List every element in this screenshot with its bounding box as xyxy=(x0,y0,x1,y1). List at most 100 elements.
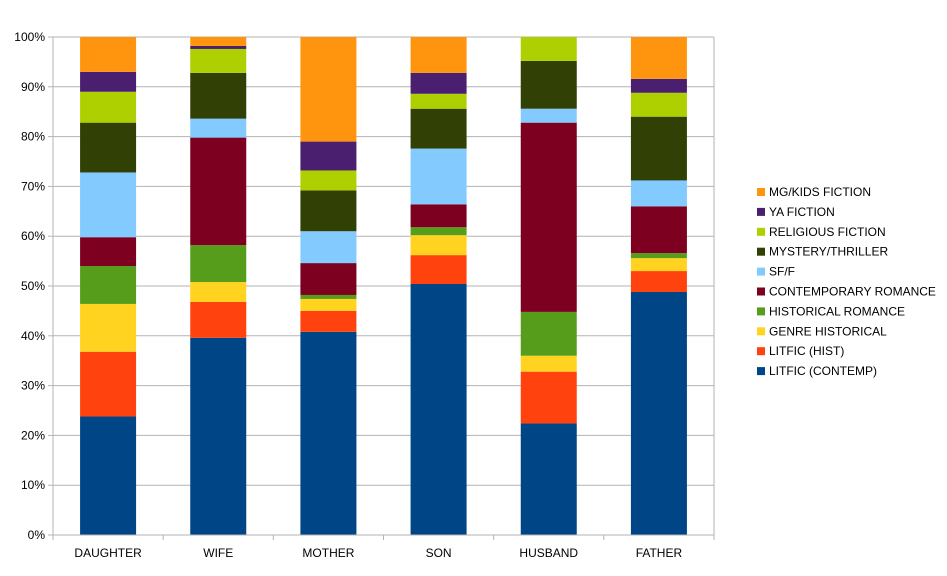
bar-segment-son-5 xyxy=(410,148,467,205)
legend-swatch xyxy=(757,347,765,356)
bar-segment-father-3 xyxy=(630,253,687,259)
bar-segment-husband-1 xyxy=(520,371,577,424)
bar-segment-mother-7 xyxy=(300,170,357,191)
bar-segment-mother-0 xyxy=(300,331,357,535)
bar-segment-son-0 xyxy=(410,284,467,535)
bar-segment-son-9 xyxy=(410,37,467,73)
bar-segment-wife-8 xyxy=(190,45,247,49)
legend-swatch xyxy=(757,307,765,316)
bar-segment-mother-5 xyxy=(300,231,357,264)
legend-swatch xyxy=(757,188,765,196)
bar-segment-husband-0 xyxy=(520,423,577,535)
y-tick-label: 80% xyxy=(21,130,45,144)
legend-label: MYSTERY/THRILLER xyxy=(769,245,888,259)
y-tick-label: 10% xyxy=(21,478,45,492)
bar-segment-husband-6 xyxy=(520,60,577,109)
bar-segment-daughter-5 xyxy=(80,172,137,238)
y-tick-label: 0% xyxy=(28,528,46,542)
legend-label: MG/KIDS FICTION xyxy=(769,185,871,199)
bar-stacks xyxy=(80,37,687,535)
bar-segment-father-9 xyxy=(630,37,687,79)
bar-segment-father-6 xyxy=(630,116,687,181)
bar-segment-mother-6 xyxy=(300,190,357,232)
bar-segment-son-1 xyxy=(410,255,467,285)
bar-segment-mother-4 xyxy=(300,263,357,295)
legend-label: CONTEMPORARY ROMANCE xyxy=(769,285,936,299)
bar-segment-mother-3 xyxy=(300,294,357,299)
bar-segment-wife-4 xyxy=(190,137,247,246)
bar-segment-father-8 xyxy=(630,78,687,93)
legend-swatch xyxy=(757,327,765,336)
bar-segment-husband-5 xyxy=(520,108,577,123)
x-tick-label: WIFE xyxy=(203,546,233,560)
legend-label: HISTORICAL ROMANCE xyxy=(769,304,905,318)
bar-segment-father-1 xyxy=(630,271,687,292)
bar-segment-son-4 xyxy=(410,204,467,228)
bar-segment-husband-3 xyxy=(520,311,577,356)
bar-segment-daughter-3 xyxy=(80,266,137,304)
legend-swatch xyxy=(757,287,765,296)
bar-segment-son-3 xyxy=(410,227,467,236)
bar-segment-wife-2 xyxy=(190,282,247,302)
bar-segment-wife-0 xyxy=(190,337,247,535)
bar-segment-daughter-8 xyxy=(80,71,137,92)
bar-segment-mother-1 xyxy=(300,310,357,332)
bar-segment-daughter-2 xyxy=(80,303,137,352)
bar-segment-son-8 xyxy=(410,72,467,94)
bar-segment-father-5 xyxy=(630,180,687,207)
x-axis: DAUGHTER WIFE MOTHER SON HUSBAND FATHER xyxy=(52,534,715,560)
bar-segment-wife-3 xyxy=(190,245,247,283)
bar-segment-wife-7 xyxy=(190,48,247,73)
legend-swatch xyxy=(757,267,765,276)
bar-segment-son-7 xyxy=(410,93,467,109)
bar-segment-daughter-1 xyxy=(80,351,137,417)
bar-segment-wife-9 xyxy=(190,37,247,46)
y-tick-label: 70% xyxy=(21,179,45,193)
bar-segment-mother-8 xyxy=(300,141,357,171)
bar-segment-daughter-9 xyxy=(80,37,137,72)
bar-segment-wife-1 xyxy=(190,301,247,338)
bar-segment-son-6 xyxy=(410,108,467,149)
bar-segment-husband-4 xyxy=(520,122,577,312)
x-tick-label: SON xyxy=(426,546,452,560)
x-tick-label: FATHER xyxy=(636,546,683,560)
bar-segment-son-2 xyxy=(410,235,467,256)
y-tick-label: 20% xyxy=(21,428,45,442)
legend-label: SF/F xyxy=(769,265,795,279)
bar-segment-father-0 xyxy=(630,291,687,535)
legend-swatch xyxy=(757,367,765,376)
legend-swatch xyxy=(757,227,765,236)
bar-segment-daughter-4 xyxy=(80,237,137,267)
y-axis: 0% 10% 20% 30% 40% 50% 60% 70% 80% 90% 100% xyxy=(14,30,54,542)
bar-segment-daughter-7 xyxy=(80,91,137,123)
bar-segment-husband-2 xyxy=(520,355,577,372)
y-tick-label: 100% xyxy=(14,30,45,44)
legend: MG/KIDS FICTION YA FICTION RELIGIOUS FICTI… xyxy=(757,185,936,378)
y-tick-label: 40% xyxy=(21,329,45,343)
legend-label: LITFIC (CONTEMP) xyxy=(769,364,877,378)
y-tick-label: 50% xyxy=(21,279,45,293)
y-tick-label: 60% xyxy=(21,229,45,243)
legend-swatch xyxy=(757,247,765,256)
y-tick-label: 30% xyxy=(21,379,45,393)
legend-label: LITFIC (HIST) xyxy=(769,344,844,358)
legend-swatch xyxy=(757,207,765,216)
bar-segment-wife-5 xyxy=(190,118,247,138)
y-tick-label: 90% xyxy=(21,80,45,94)
x-tick-label: HUSBAND xyxy=(519,546,578,560)
bar-segment-father-2 xyxy=(630,258,687,272)
bar-segment-wife-6 xyxy=(190,72,247,119)
bar-segment-father-7 xyxy=(630,92,687,117)
x-tick-label: DAUGHTER xyxy=(74,546,142,560)
gridlines xyxy=(53,36,715,536)
legend-label: RELIGIOUS FICTION xyxy=(769,225,886,239)
x-tick-label: MOTHER xyxy=(302,546,354,560)
bar-segment-father-4 xyxy=(630,206,687,254)
legend-label: YA FICTION xyxy=(769,205,835,219)
bar-segment-husband-7 xyxy=(520,37,577,61)
bar-segment-daughter-0 xyxy=(80,416,137,535)
legend-label: GENRE HISTORICAL xyxy=(769,324,887,338)
bar-segment-mother-9 xyxy=(300,37,357,142)
bar-segment-mother-2 xyxy=(300,298,357,311)
